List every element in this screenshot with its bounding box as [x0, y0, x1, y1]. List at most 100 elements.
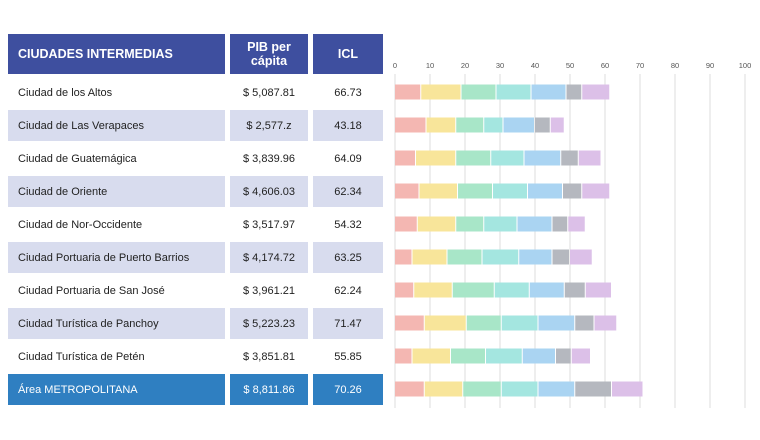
- bar-segment: [564, 282, 585, 298]
- bar-segment: [582, 183, 610, 199]
- bar-segment: [424, 315, 466, 331]
- x-tick-label: 70: [636, 61, 644, 70]
- bar-segment: [417, 216, 456, 232]
- row-icl-cell: 55.85: [334, 350, 362, 363]
- bar-segment: [528, 183, 562, 199]
- bar-segment: [395, 381, 424, 397]
- bar-segment: [535, 117, 550, 133]
- row-city-cell: Área METROPOLITANA: [8, 374, 225, 405]
- bar-segment: [463, 381, 501, 397]
- bar-segment: [461, 84, 496, 100]
- row-icl-cell: 71.47: [313, 308, 383, 339]
- bar-segment: [421, 84, 461, 100]
- row-city-cell: Ciudad de Guatemágica: [18, 152, 137, 165]
- row-icl-cell: 70.26: [313, 374, 383, 405]
- bar-segment: [575, 381, 611, 397]
- bar-segment: [493, 183, 527, 199]
- bar-segment: [529, 282, 564, 298]
- bar-segment: [456, 117, 484, 133]
- bar-segment: [550, 117, 564, 133]
- bar-segment: [456, 150, 491, 166]
- row-city-cell: Ciudad de Las Verapaces: [8, 110, 225, 141]
- bar-segment: [575, 315, 594, 331]
- bar-segment: [538, 315, 575, 331]
- row-pib-cell: $ 3,961.21: [243, 284, 295, 297]
- bar-segment: [519, 249, 552, 265]
- row-city-cell: Ciudad Portuaria de San José: [18, 284, 165, 297]
- bar-segment: [503, 117, 534, 133]
- x-tick-label: 10: [426, 61, 434, 70]
- x-tick-label: 90: [706, 61, 714, 70]
- bar-segment: [466, 315, 501, 331]
- row-pib-cell: $ 3,839.96: [243, 152, 295, 165]
- bar-segment: [424, 381, 463, 397]
- row-icl-cell: 43.18: [313, 110, 383, 141]
- bar-segment: [501, 315, 538, 331]
- bar-segment: [395, 183, 419, 199]
- bar-segment: [552, 216, 568, 232]
- bar-segment: [486, 348, 522, 364]
- bar-segment: [395, 282, 414, 298]
- row-icl-cell: 64.09: [334, 152, 362, 165]
- row-icl-cell: 62.24: [334, 284, 362, 297]
- header-pib: PIB per cápita: [230, 34, 308, 74]
- row-pib-cell: $ 5,087.81: [243, 86, 295, 99]
- bar-segment: [414, 282, 452, 298]
- row-city-cell: Ciudad de Oriente: [8, 176, 225, 207]
- bar-segment: [556, 348, 571, 364]
- bar-segment: [585, 282, 611, 298]
- bar-segment: [491, 150, 524, 166]
- bar-segment: [412, 249, 447, 265]
- header-city: CIUDADES INTERMEDIAS: [8, 34, 225, 74]
- header-icl: ICL: [313, 34, 383, 74]
- x-tick-label: 0: [393, 61, 397, 70]
- x-tick-label: 20: [461, 61, 469, 70]
- bar-segment: [458, 183, 492, 199]
- bar-segment: [566, 84, 582, 100]
- bar-segment: [447, 249, 482, 265]
- x-tick-label: 30: [496, 61, 504, 70]
- bar-segment: [563, 183, 582, 199]
- row-pib-cell: $ 3,517.97: [243, 218, 295, 231]
- bar-segment: [522, 348, 555, 364]
- x-tick-label: 60: [601, 61, 609, 70]
- bar-segment: [524, 150, 561, 166]
- bar-segment: [570, 249, 592, 265]
- bar-segment: [456, 216, 484, 232]
- row-city-cell: Ciudad Turística de Petén: [18, 350, 145, 363]
- bar-segment: [412, 348, 450, 364]
- bar-segment: [571, 348, 590, 364]
- bar-segment: [517, 216, 552, 232]
- bar-segment: [594, 315, 617, 331]
- x-tick-label: 100: [739, 61, 752, 70]
- bar-segment: [496, 84, 531, 100]
- x-tick-label: 40: [531, 61, 539, 70]
- x-tick-label: 80: [671, 61, 679, 70]
- bar-segment: [395, 117, 426, 133]
- bar-segment: [451, 348, 485, 364]
- bar-segment: [578, 150, 601, 166]
- bar-segment: [484, 216, 517, 232]
- row-pib-cell: $ 2,577.z: [230, 110, 308, 141]
- bar-segment: [582, 84, 610, 100]
- row-icl-cell: 66.73: [334, 86, 362, 99]
- bar-segment: [501, 381, 538, 397]
- bar-segment: [482, 249, 519, 265]
- row-pib-cell: $ 8,811.86: [230, 374, 308, 405]
- bar-segment: [552, 249, 569, 265]
- bar-segment: [561, 150, 578, 166]
- bar-segment: [426, 117, 456, 133]
- stacked-bar-chart: 0 10 20 30 40 50 60 70 80 90 100: [393, 61, 752, 408]
- row-pib-cell: $ 4,606.03: [230, 176, 308, 207]
- bar-segment: [531, 84, 566, 100]
- bar-segment: [419, 183, 457, 199]
- row-pib-cell: $ 4,174.72: [230, 242, 308, 273]
- bar-segment: [395, 249, 412, 265]
- row-city-cell: Ciudad de Nor-Occidente: [18, 218, 143, 231]
- bar-segment: [395, 150, 415, 166]
- row-city-cell: Ciudad de los Altos: [18, 86, 113, 99]
- row-city-cell: Ciudad Portuaria de Puerto Barrios: [8, 242, 225, 273]
- row-city-cell: Ciudad Turística de Panchoy: [8, 308, 225, 339]
- bar-segment: [568, 216, 585, 232]
- row-pib-cell: $ 3,851.81: [243, 350, 295, 363]
